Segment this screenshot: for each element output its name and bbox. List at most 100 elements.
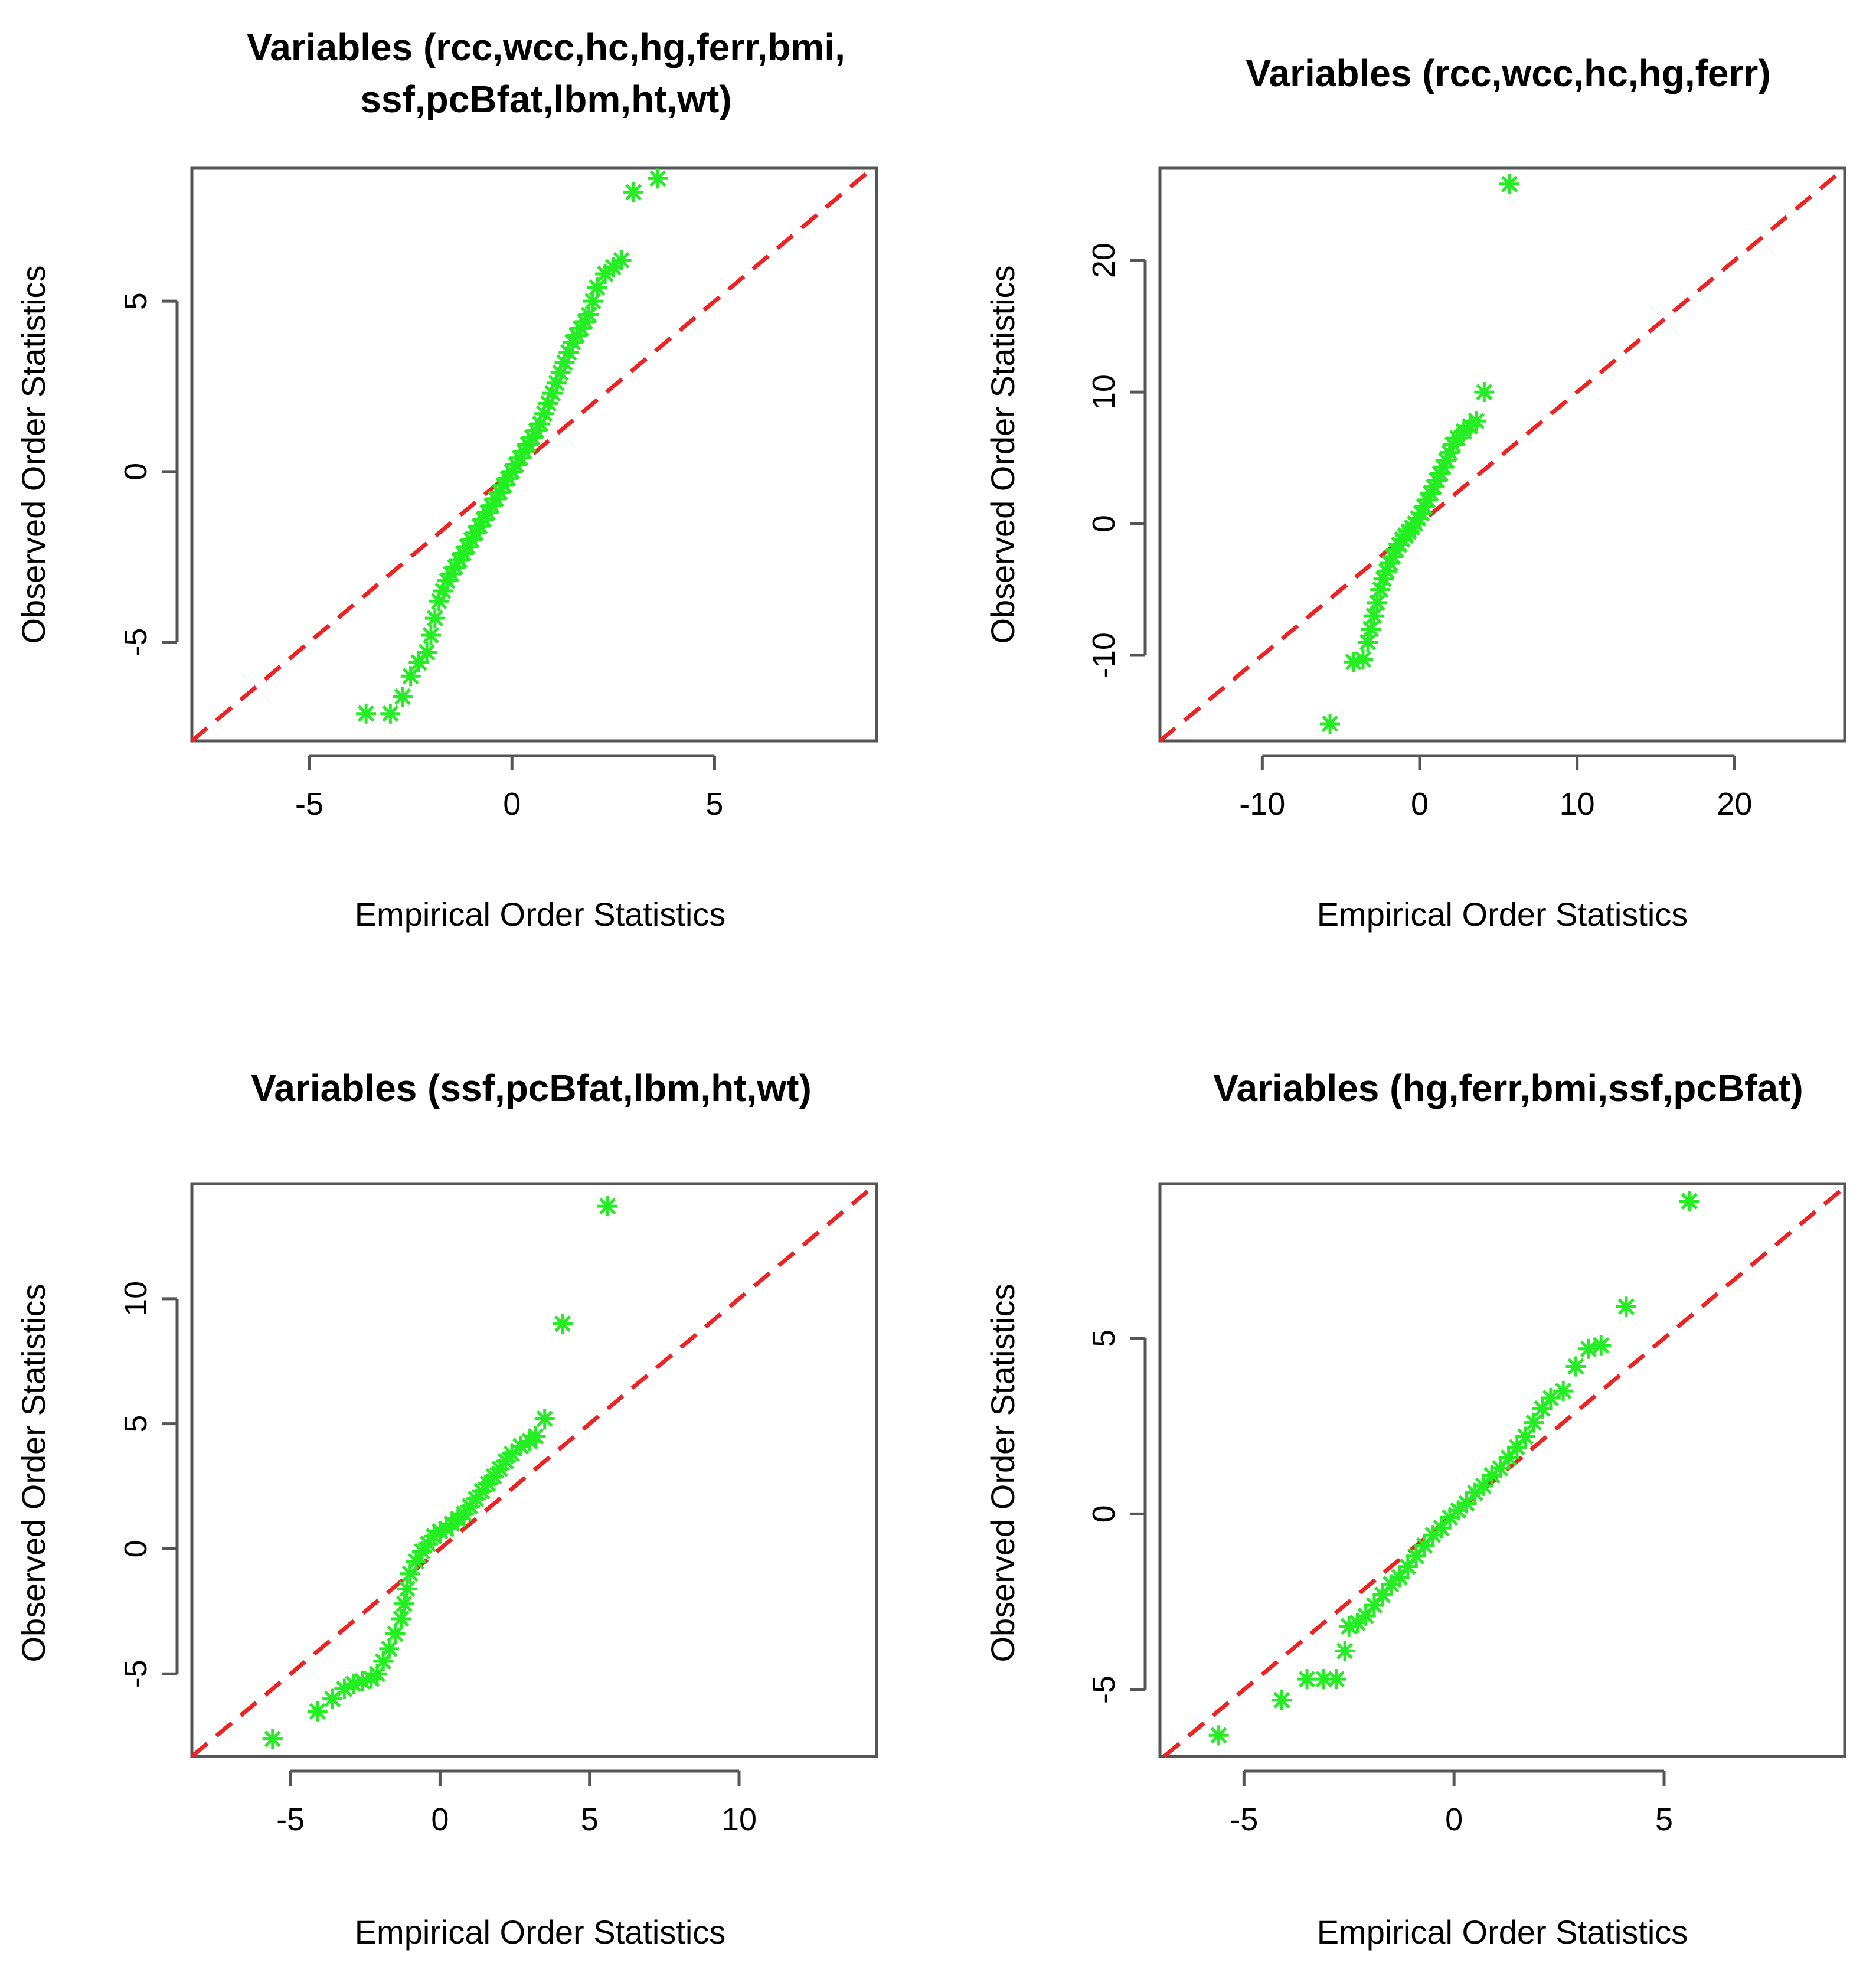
panel-3-plot-frame xyxy=(190,1182,878,1758)
panel-4-data-point xyxy=(1313,1669,1334,1690)
panel-2-data-point xyxy=(1353,649,1373,669)
panel-1-x-tick-label: -5 xyxy=(295,786,323,822)
panel-3-y-tick-label: 0 xyxy=(118,1540,153,1557)
panel-2-y-tick-label: 0 xyxy=(1086,515,1122,533)
panel-4-data-point xyxy=(1591,1335,1612,1356)
panel-3-data-point xyxy=(525,1426,546,1446)
panel-3-data-point xyxy=(385,1624,406,1644)
panel-4-data-point xyxy=(1616,1296,1636,1317)
panel-1-title-line-2: ssf,pcBfat,lbm,ht,wt) xyxy=(360,78,731,120)
panel-2-x-tick-label: -10 xyxy=(1239,786,1285,822)
panel-1-data-point xyxy=(579,305,599,325)
panel-4-data-point xyxy=(1524,1412,1544,1433)
panel-2-y-tick-label: 20 xyxy=(1086,243,1122,278)
panel-1-title-line-1: Variables (rcc,wcc,hc,hg,ferr,bmi, xyxy=(247,26,845,68)
panel-4-data-point xyxy=(1335,1641,1355,1661)
panel-1-data-point xyxy=(424,608,445,629)
panel-1-y-axis-label: Observed Order Statistics xyxy=(15,265,52,644)
panel-3-data-point xyxy=(397,1579,417,1599)
panel-4-x-tick-label: 5 xyxy=(1655,1802,1673,1837)
panel-1-y-tick-label: 5 xyxy=(118,292,153,310)
panel-4-y-axis-label: Observed Order Statistics xyxy=(984,1283,1021,1662)
panel-4-y-tick-label: 5 xyxy=(1086,1330,1122,1347)
panel-1-data-point xyxy=(611,250,632,270)
panel-3-x-tick-label: 5 xyxy=(581,1802,599,1837)
panel-1-data-point xyxy=(400,666,421,687)
panel-top-right: Variables (rcc,wcc,hc,hg,ferr) Empirical… xyxy=(984,52,1846,933)
panel-1-reference-line xyxy=(190,166,874,743)
panel-bottom-left: Variables (ssf,pcBfat,lbm,ht,wt) Empiric… xyxy=(15,1067,878,1951)
panel-1-x-tick-label: 5 xyxy=(705,786,723,822)
panel-1-data-point xyxy=(408,652,429,673)
panel-2-reference-line xyxy=(1158,166,1846,743)
panel-2-plot-frame xyxy=(1158,166,1846,743)
panel-1-data-point xyxy=(583,291,603,312)
panel-3-data-point xyxy=(597,1196,618,1217)
panel-4-data-point xyxy=(1456,1493,1477,1514)
panel-3-data-point xyxy=(534,1409,555,1429)
panel-2-data-point xyxy=(1367,592,1387,613)
panel-4-x-axis-label: Empirical Order Statistics xyxy=(1317,1913,1688,1951)
panel-4-data-point xyxy=(1679,1191,1699,1211)
panel-4-title: Variables (hg,ferr,bmi,ssf,pcBfat) xyxy=(1213,1067,1803,1109)
panel-1-data-point xyxy=(392,686,413,707)
panel-4-data-point xyxy=(1272,1690,1292,1710)
panel-4-data-point xyxy=(1431,1518,1452,1539)
panel-1-data-point xyxy=(420,625,441,646)
panel-4-data-point xyxy=(1397,1556,1418,1577)
panel-3-data-point xyxy=(394,1593,414,1614)
panel-1-y-tick-label: -5 xyxy=(118,628,153,656)
panel-4-data-point xyxy=(1208,1725,1229,1746)
panel-4-data-point xyxy=(1414,1535,1435,1556)
panel-2-y-axis-label: Observed Order Statistics xyxy=(984,265,1021,644)
panel-2-y-tick-label: 10 xyxy=(1086,374,1122,410)
panel-2-data-point xyxy=(1320,714,1340,734)
panel-2-data-point xyxy=(1474,382,1495,403)
panel-1-data-point xyxy=(623,182,644,202)
panel-4-data-point xyxy=(1355,1605,1376,1626)
panel-4-data-point xyxy=(1490,1458,1511,1479)
panel-1-data-point xyxy=(380,703,401,724)
panel-4-data-point xyxy=(1532,1398,1553,1419)
panel-2-x-tick-label: 10 xyxy=(1560,786,1595,822)
panel-3-y-tick-label: -5 xyxy=(118,1660,153,1688)
panel-3-data-point xyxy=(379,1638,400,1659)
panel-2-x-tick-label: 20 xyxy=(1717,786,1752,822)
panel-4-plot-frame xyxy=(1158,1182,1846,1758)
panel-3-title: Variables (ssf,pcBfat,lbm,ht,wt) xyxy=(251,1067,812,1109)
panel-1-data-point xyxy=(648,168,668,189)
panel-bottom-right: Variables (hg,ferr,bmi,ssf,pcBfat) Empir… xyxy=(984,1067,1846,1951)
panel-1-data-point xyxy=(489,482,510,502)
panel-1-y-tick-label: 0 xyxy=(118,463,153,481)
panel-3-y-axis-label: Observed Order Statistics xyxy=(15,1283,52,1662)
panel-4-data-point xyxy=(1297,1669,1318,1690)
panel-3-data-point xyxy=(391,1609,411,1629)
panel-3-y-tick-label: 5 xyxy=(118,1415,153,1433)
panel-3-reference-line xyxy=(190,1182,878,1758)
panel-4-x-tick-label: 0 xyxy=(1445,1802,1463,1837)
panel-2-y-tick-label: -10 xyxy=(1086,632,1122,678)
panel-1-data-point xyxy=(417,642,437,662)
panel-1-data-point xyxy=(587,277,607,298)
panel-top-left: Variables (rcc,wcc,hc,hg,ferr,bmi, ssf,p… xyxy=(15,26,878,933)
panel-1-plot-frame xyxy=(190,166,878,743)
panel-4-data-point xyxy=(1565,1356,1586,1377)
panel-2-data-point xyxy=(1364,606,1384,626)
panel-2-data-point xyxy=(1358,632,1378,652)
panel-2-x-tick-label: 0 xyxy=(1411,786,1429,822)
panel-2-title: Variables (rcc,wcc,hc,hg,ferr) xyxy=(1246,52,1770,94)
panel-3-data-point xyxy=(307,1701,328,1722)
panel-4-data-point xyxy=(1389,1567,1410,1588)
panel-4-data-point xyxy=(1364,1595,1384,1616)
panel-4-data-point xyxy=(1515,1426,1536,1447)
panel-2-data-point xyxy=(1361,619,1381,639)
panel-2-data-point xyxy=(1466,411,1486,432)
panel-4-data-point xyxy=(1506,1437,1527,1458)
panel-3-x-axis-label: Empirical Order Statistics xyxy=(355,1913,726,1951)
panel-3-x-tick-label: 10 xyxy=(721,1802,757,1837)
panel-3-y-tick-label: 10 xyxy=(118,1281,153,1317)
panel-1-data-point xyxy=(356,703,377,724)
panel-1-data-point xyxy=(567,325,587,345)
panel-4-data-point xyxy=(1326,1669,1346,1690)
panel-4-data-point xyxy=(1473,1475,1493,1496)
